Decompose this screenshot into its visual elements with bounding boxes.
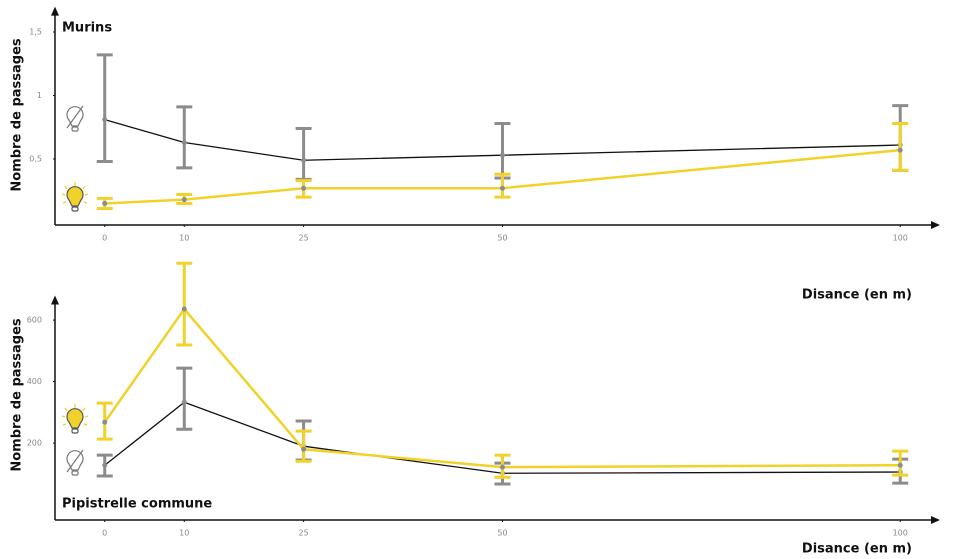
chart-title: Murins bbox=[62, 21, 112, 36]
point bbox=[181, 306, 187, 312]
lit-icon bbox=[61, 181, 89, 212]
lit-icon bbox=[61, 403, 89, 434]
error-bar bbox=[176, 261, 193, 347]
chart-title: Pipistrelle commune bbox=[62, 497, 212, 512]
y-axis-label: Nombre de passages bbox=[10, 318, 25, 472]
series-line bbox=[103, 306, 901, 469]
y-axis-label: Nombre de passages bbox=[10, 38, 25, 192]
x-tick-label: 100 bbox=[893, 234, 908, 243]
x-tick-label: 10 bbox=[179, 234, 189, 243]
point bbox=[897, 462, 903, 468]
point bbox=[499, 464, 505, 470]
x-tick-label: 25 bbox=[299, 234, 309, 243]
error-bar bbox=[494, 121, 511, 180]
x-tick-label: 50 bbox=[497, 529, 507, 538]
error-bar bbox=[176, 366, 193, 431]
unlit-icon bbox=[66, 105, 84, 132]
y-tick-label: 1,5 bbox=[29, 28, 42, 37]
point bbox=[102, 117, 108, 123]
x-tick-label: 0 bbox=[102, 234, 107, 243]
error-bar bbox=[892, 121, 909, 172]
point bbox=[897, 147, 903, 153]
point bbox=[181, 399, 187, 405]
x-tick-label: 100 bbox=[893, 529, 908, 538]
point bbox=[102, 200, 108, 206]
y-tick-label: 200 bbox=[27, 439, 42, 448]
y-tick-label: 1 bbox=[37, 91, 42, 100]
x-tick-label: 50 bbox=[497, 234, 507, 243]
point bbox=[102, 462, 108, 468]
y-axis-arrow bbox=[51, 6, 59, 16]
x-tick-label: 25 bbox=[299, 529, 309, 538]
y-tick-label: 600 bbox=[27, 316, 42, 325]
x-axis-label: Disance (en m) bbox=[802, 542, 912, 557]
x-axis-arrow bbox=[931, 516, 940, 524]
point bbox=[499, 152, 505, 158]
error-bar bbox=[295, 127, 312, 181]
x-axis-arrow bbox=[931, 221, 940, 229]
unlit-icon bbox=[66, 449, 84, 476]
x-axis-label: Disance (en m) bbox=[802, 288, 912, 303]
error-bar bbox=[295, 429, 312, 463]
error-bar bbox=[176, 105, 193, 170]
point bbox=[499, 185, 505, 191]
point bbox=[301, 185, 307, 191]
point bbox=[301, 157, 307, 163]
y-axis-arrow bbox=[51, 295, 59, 305]
y-tick-label: 0,5 bbox=[29, 155, 42, 164]
error-bar bbox=[494, 172, 511, 199]
y-tick-label: 400 bbox=[27, 377, 42, 386]
point bbox=[102, 419, 108, 425]
error-bar bbox=[96, 53, 113, 164]
point bbox=[181, 197, 187, 203]
x-tick-label: 0 bbox=[102, 529, 107, 538]
point bbox=[181, 139, 187, 145]
x-tick-label: 10 bbox=[179, 529, 189, 538]
point bbox=[301, 446, 307, 452]
